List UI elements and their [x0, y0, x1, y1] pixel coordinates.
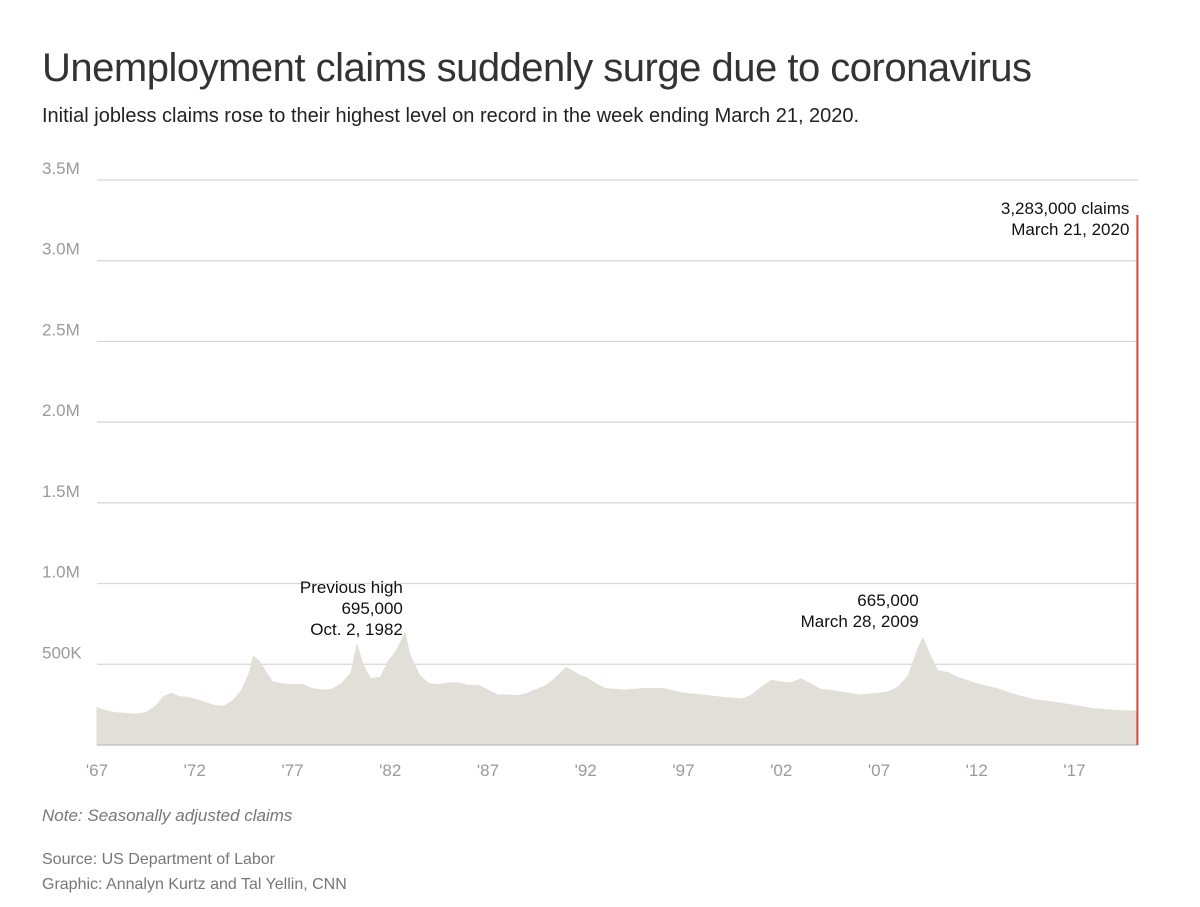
chart-subtitle: Initial jobless claims rose to their hig… — [42, 105, 860, 127]
x-tick-label: '72 — [184, 761, 206, 780]
x-tick-label: '92 — [575, 761, 597, 780]
annotation-line: 3,283,000 claims — [1001, 199, 1130, 218]
x-tick-label: '17 — [1063, 761, 1085, 780]
x-tick-label: '12 — [966, 761, 988, 780]
axis-layer: '67 '72 '77 '82 '87 '92 '97 '02 '07 '12 '17 — [86, 744, 1138, 780]
x-tick-label: '67 — [86, 761, 108, 780]
x-tick-label: '02 — [770, 761, 792, 780]
chart-note: Note: Seasonally adjusted claims — [42, 806, 293, 825]
y-tick-label: 3.5M — [42, 159, 80, 178]
x-tick-label: '07 — [868, 761, 890, 780]
y-tick-label: 1.5M — [42, 482, 80, 501]
annotation-label: Previous high 695,000 Oct. 2, 1982 — [300, 578, 403, 639]
y-tick-label: 500K — [42, 643, 82, 662]
area-layer — [96, 631, 1137, 746]
annotation-line: March 28, 2009 — [801, 612, 919, 631]
annotation-label: 3,283,000 claims March 21, 2020 — [1001, 199, 1130, 239]
chart-credit: Graphic: Annalyn Kurtz and Tal Yellin, C… — [42, 876, 347, 893]
claims-area — [96, 631, 1137, 746]
annotation-line: Previous high — [300, 578, 403, 597]
annotation-line: 695,000 — [341, 599, 402, 618]
annotation-layer: 3,283,000 claims March 21, 2020 Previous h… — [300, 199, 1130, 639]
y-tick-label: 1.0M — [42, 563, 80, 582]
y-tick-label: 3.0M — [42, 240, 80, 259]
y-tick-label: 2.5M — [42, 320, 80, 339]
grid-layer: 500K 1.0M 1.5M 2.0M 2.5M 3.0M 3.5M — [42, 159, 1138, 665]
annotation-line: March 21, 2020 — [1011, 220, 1129, 239]
x-tick-label: '77 — [281, 761, 303, 780]
x-tick-label: '87 — [477, 761, 499, 780]
annotation-line: 665,000 — [857, 591, 918, 610]
annotation-line: Oct. 2, 1982 — [310, 620, 403, 639]
chart-title: Unemployment claims suddenly surge due t… — [42, 46, 1032, 90]
chart-source: Source: US Department of Labor — [42, 851, 276, 868]
x-tick-label: '82 — [379, 761, 401, 780]
chart-svg: 500K 1.0M 1.5M 2.0M 2.5M 3.0M 3.5M '67 '72 '77 '8… — [42, 159, 1139, 780]
y-tick-label: 2.0M — [42, 401, 80, 420]
x-tick-label: '97 — [672, 761, 694, 780]
annotation-label: 665,000 March 28, 2009 — [801, 591, 919, 631]
